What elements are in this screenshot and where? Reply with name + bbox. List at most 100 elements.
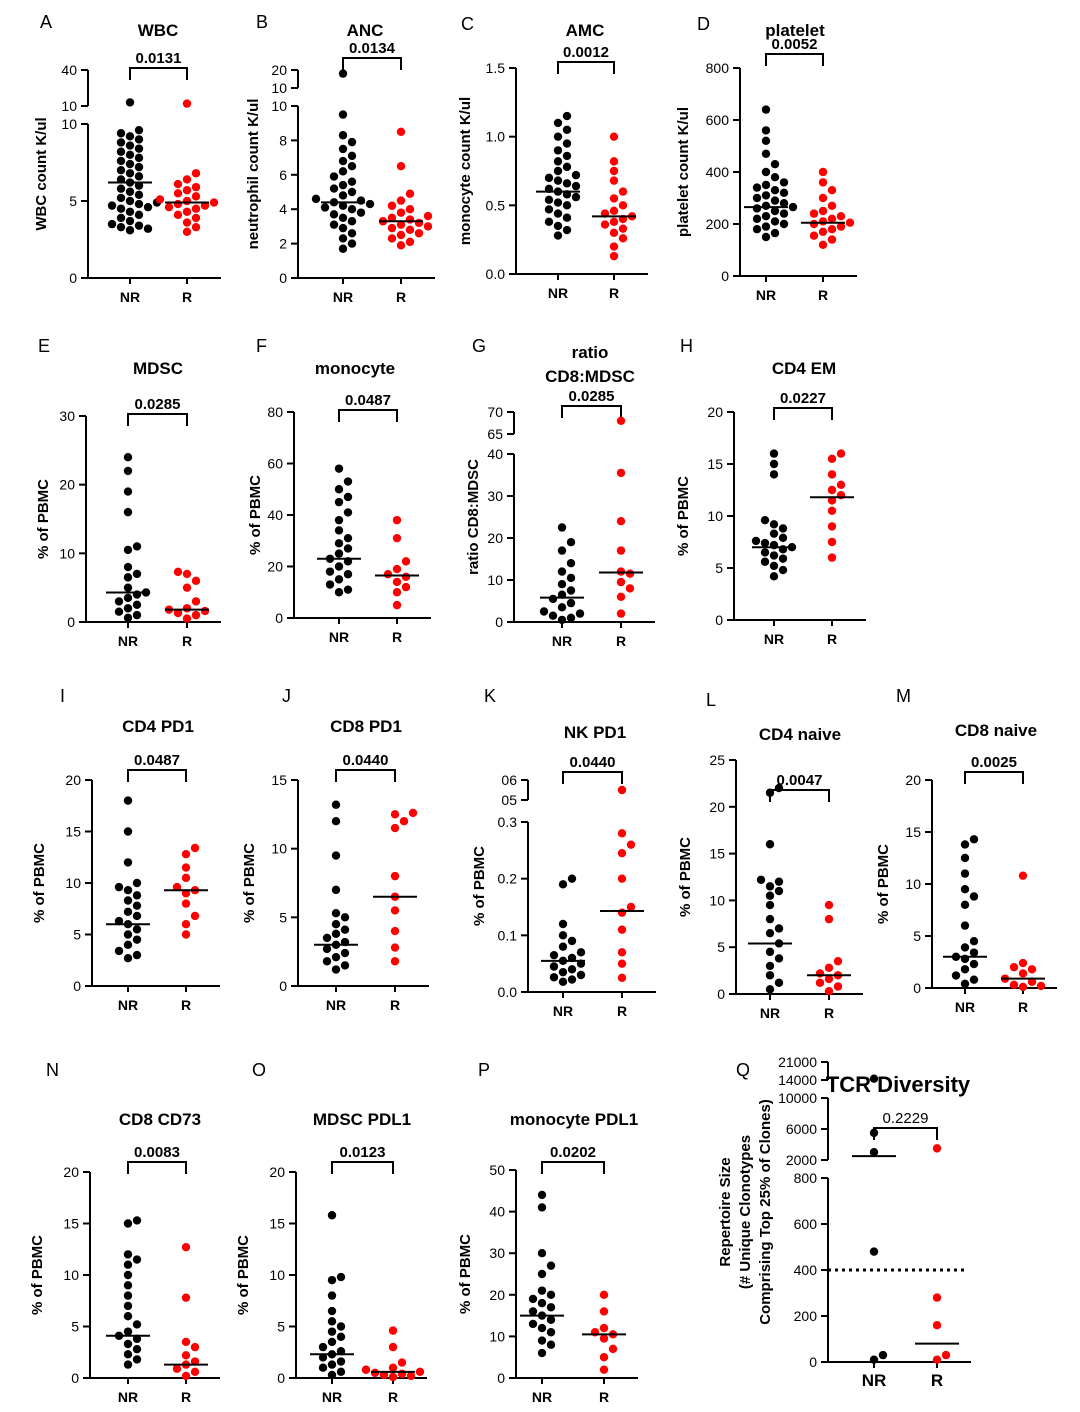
panel-letter: F — [256, 336, 267, 356]
data-point-nr — [553, 176, 563, 185]
data-point-nr — [761, 136, 771, 145]
data-point-nr — [334, 539, 344, 548]
data-point-nr — [338, 144, 348, 154]
data-point-nr — [553, 221, 563, 231]
data-point-nr — [562, 125, 572, 134]
data-point-nr — [123, 453, 133, 462]
y-tick-label: 800 — [706, 60, 730, 76]
y-tick-label: 10 — [271, 841, 287, 857]
data-point-nr — [549, 973, 559, 982]
panel-letter: C — [461, 14, 474, 34]
data-point-r — [827, 553, 837, 562]
data-point-nr — [869, 1128, 879, 1138]
data-point-r — [932, 1293, 942, 1302]
data-point-nr — [125, 187, 135, 196]
data-point-nr — [769, 572, 779, 581]
chart-title: monocyte PDL1 — [510, 1110, 638, 1129]
panel-k: K NK PD1 0.0 0.1 0.2 0.3 05 06 NR R % of PBMC 0.044… — [471, 686, 656, 1019]
p-value-label: 0.0025 — [971, 754, 1017, 771]
x-tick-label: NR — [862, 1371, 887, 1390]
data-point-r — [414, 229, 424, 238]
data-point-r — [827, 454, 837, 463]
data-point-nr — [132, 1320, 142, 1329]
data-point-r — [182, 99, 192, 108]
data-point-nr — [338, 156, 348, 166]
data-point-nr — [134, 210, 144, 220]
significance-bracket — [127, 1161, 187, 1174]
x-tick-label: NR — [548, 285, 568, 301]
data-point-r — [387, 234, 397, 243]
data-point-r — [190, 1342, 200, 1352]
y-tick-label: 05 — [501, 792, 517, 808]
x-tick-label: NR — [120, 289, 140, 305]
data-point-nr — [123, 1350, 133, 1359]
p-value-label: 0.0202 — [550, 1144, 596, 1161]
data-point-nr — [546, 1315, 556, 1324]
data-point-r — [423, 211, 433, 221]
data-point-r — [609, 206, 619, 216]
y-axis-label: % of PBMC — [677, 837, 694, 917]
data-point-r — [396, 220, 406, 229]
data-point-r — [827, 214, 837, 223]
data-point-r — [827, 496, 837, 505]
y-axis-label: % of PBMC — [235, 1235, 252, 1315]
data-point-nr — [123, 896, 133, 905]
data-point-r — [1036, 981, 1046, 991]
p-value-label: 0.0131 — [136, 50, 182, 67]
data-point-nr — [960, 840, 970, 849]
data-point-nr — [571, 192, 581, 202]
data-point-nr — [779, 188, 789, 197]
data-point-nr — [751, 536, 761, 546]
y-tick-label: 14000 — [778, 1072, 817, 1088]
data-point-nr — [334, 485, 344, 494]
y-tick-label: 80 — [267, 404, 283, 420]
data-point-nr — [558, 942, 568, 951]
data-point-nr — [760, 538, 770, 548]
data-point-nr — [566, 559, 576, 568]
data-point-nr — [325, 580, 335, 589]
x-tick-label: NR — [118, 997, 138, 1013]
data-point-nr — [347, 205, 357, 214]
data-point-nr — [125, 196, 135, 206]
data-point-r — [181, 1293, 191, 1302]
data-point-r — [401, 582, 411, 592]
data-point-nr — [960, 965, 970, 974]
data-point-r — [1027, 977, 1037, 986]
data-point-r — [609, 242, 619, 251]
data-point-r — [617, 959, 627, 968]
x-tick-label: NR — [764, 631, 784, 647]
data-point-nr — [761, 191, 771, 200]
data-point-nr — [576, 948, 586, 957]
y-tick-label: 20 — [267, 559, 283, 575]
data-point-nr — [123, 1312, 133, 1321]
data-point-nr — [336, 1332, 346, 1342]
p-value-label: 0.0487 — [345, 392, 391, 409]
y-tick-label: 0.2 — [498, 871, 518, 887]
data-point-nr — [356, 196, 366, 205]
panel-e: E MDSC 0 10 20 30 NR R % of PBMC 0.0285 — [35, 336, 221, 649]
data-point-nr — [134, 199, 144, 209]
p-value-label: 0.0487 — [134, 752, 180, 769]
data-point-nr — [765, 928, 775, 938]
data-point-nr — [334, 497, 344, 507]
data-point-r — [836, 212, 846, 221]
data-point-nr — [347, 217, 357, 226]
data-point-nr — [765, 840, 775, 849]
data-point-r — [609, 251, 619, 261]
data-point-r — [818, 240, 828, 249]
y-tick-label: 10 — [63, 1267, 79, 1283]
y-tick-label: 0 — [69, 270, 77, 286]
data-point-r — [616, 468, 626, 478]
panel-letter: O — [252, 1060, 266, 1080]
data-point-r — [818, 167, 828, 177]
data-point-nr — [553, 132, 563, 141]
y-tick-label: 10 — [271, 80, 287, 96]
data-point-nr — [116, 184, 126, 193]
data-point-nr — [334, 526, 344, 535]
data-point-r — [617, 874, 627, 883]
data-point-nr — [123, 1360, 133, 1369]
x-tick-label: NR — [532, 1389, 552, 1405]
data-point-nr — [123, 1339, 133, 1349]
y-tick-label: 5 — [69, 193, 77, 209]
